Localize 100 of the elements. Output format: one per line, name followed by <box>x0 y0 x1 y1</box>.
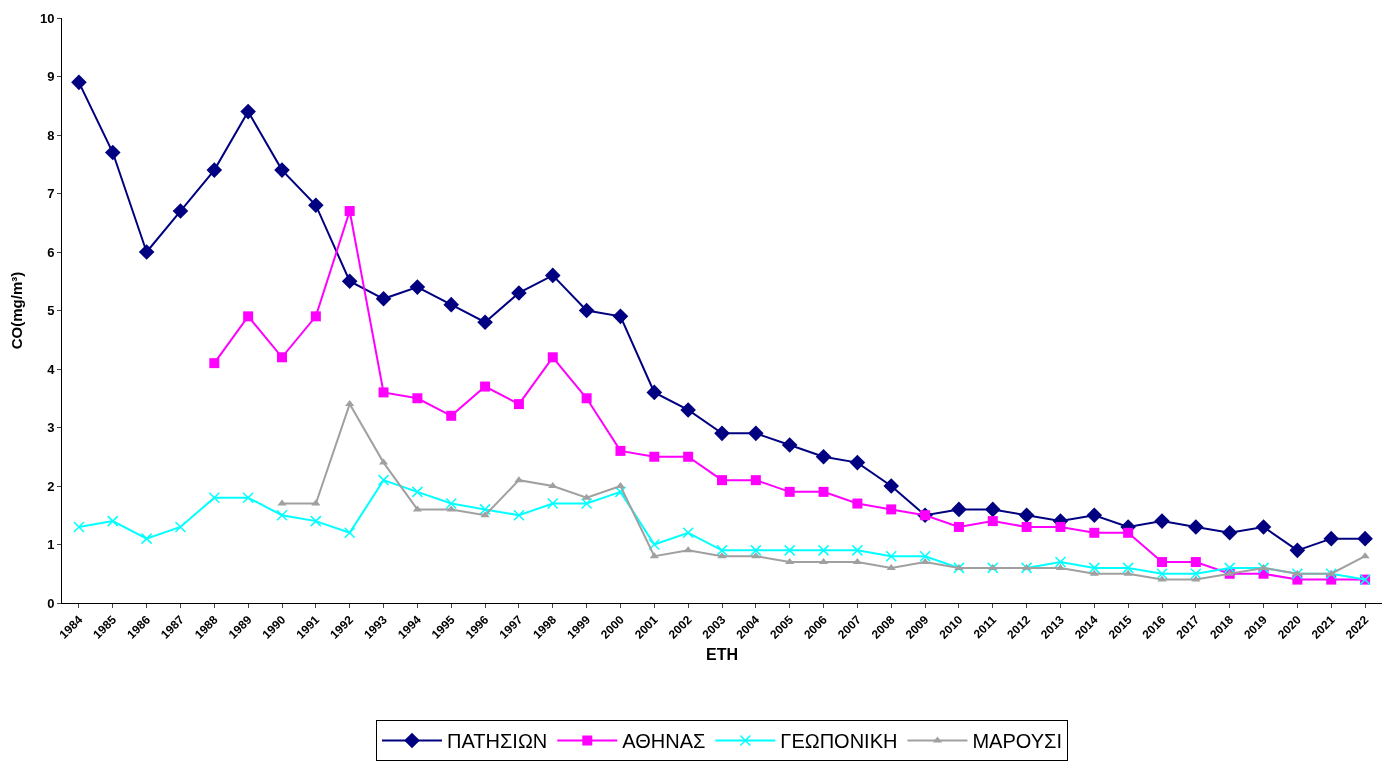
point <box>378 387 389 398</box>
point <box>1018 507 1035 524</box>
point <box>582 493 592 500</box>
point <box>883 478 900 494</box>
point <box>140 532 153 545</box>
point <box>1020 562 1033 574</box>
point <box>988 563 998 570</box>
point <box>104 144 121 161</box>
point <box>886 504 897 515</box>
y-tick-label: 9 <box>47 69 55 85</box>
point <box>885 550 897 562</box>
point <box>1357 530 1373 547</box>
legend-label: ΜΑΡΟΥΣΙ <box>972 730 1062 753</box>
point <box>547 352 558 363</box>
point <box>852 558 862 565</box>
y-tick-label: 0 <box>47 595 55 611</box>
point <box>445 497 457 510</box>
point <box>375 291 392 307</box>
point <box>818 486 829 497</box>
point <box>209 358 220 369</box>
point <box>714 425 730 442</box>
point <box>1156 568 1168 580</box>
point <box>1086 507 1103 524</box>
point <box>73 521 85 533</box>
point <box>646 384 663 401</box>
point <box>311 499 321 506</box>
point <box>242 491 254 504</box>
point <box>1325 568 1337 580</box>
point <box>1123 527 1134 538</box>
point <box>412 393 423 404</box>
point <box>277 499 287 506</box>
point <box>953 562 965 574</box>
point <box>953 521 964 532</box>
point <box>345 400 355 407</box>
point <box>649 451 660 462</box>
point <box>1190 568 1202 580</box>
y-tick-label: 4 <box>47 361 56 377</box>
point <box>578 302 595 319</box>
point <box>750 475 761 486</box>
point <box>1223 562 1236 574</box>
legend-label: ΑΘΗΝΑΣ <box>622 730 706 753</box>
point <box>580 497 593 510</box>
point <box>987 516 998 527</box>
point <box>748 425 764 442</box>
point <box>717 552 727 559</box>
y-tick-label: 8 <box>47 127 55 143</box>
point <box>1022 563 1032 570</box>
point <box>649 552 659 559</box>
point <box>107 515 119 527</box>
y-axis-title: CO(mg/m³) <box>8 271 25 350</box>
point <box>781 437 798 453</box>
point <box>1157 575 1167 582</box>
point <box>717 475 727 486</box>
point <box>1257 562 1270 574</box>
legend-label: ΠΑΤΗΣΙΩΝ <box>447 730 548 753</box>
point <box>1255 519 1272 535</box>
point <box>276 509 288 521</box>
point <box>683 451 694 462</box>
point <box>987 562 999 574</box>
x-axis-title: ΕΤΗ <box>706 646 738 664</box>
point <box>1292 569 1302 576</box>
point <box>614 486 627 498</box>
point <box>815 448 832 465</box>
point <box>1123 569 1133 576</box>
point <box>1055 521 1066 532</box>
point <box>1191 575 1201 582</box>
point <box>785 558 795 565</box>
point <box>1122 562 1134 574</box>
point <box>174 521 187 533</box>
point <box>341 273 358 290</box>
point <box>310 515 322 527</box>
point <box>443 296 460 313</box>
point <box>1326 569 1336 576</box>
point <box>547 497 559 510</box>
point <box>1157 557 1167 568</box>
point <box>817 544 830 557</box>
point <box>277 352 287 363</box>
point <box>1088 562 1101 574</box>
point <box>240 103 256 120</box>
y-tick-label: 6 <box>47 244 55 260</box>
point <box>1054 556 1067 568</box>
point <box>172 203 189 219</box>
point <box>71 74 87 91</box>
point <box>1289 542 1306 559</box>
point <box>648 538 661 551</box>
y-tick-label: 5 <box>47 303 55 319</box>
point <box>919 550 931 562</box>
point <box>750 544 762 557</box>
point <box>1089 569 1099 576</box>
point <box>783 544 796 557</box>
point <box>1221 525 1238 541</box>
point <box>954 563 964 570</box>
point <box>308 197 324 213</box>
point <box>544 267 561 284</box>
point <box>411 486 424 498</box>
point <box>581 393 592 404</box>
point <box>1291 568 1304 580</box>
point <box>851 544 864 557</box>
point <box>513 509 525 521</box>
point <box>243 311 254 322</box>
